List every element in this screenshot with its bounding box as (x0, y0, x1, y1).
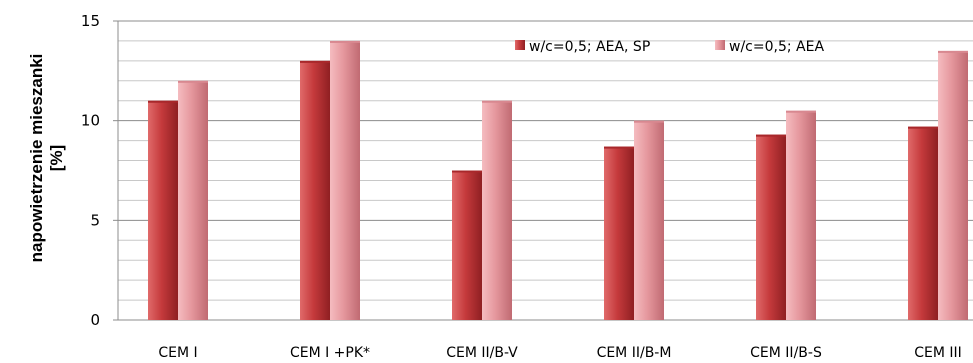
y-tick-label: 15 (81, 12, 100, 30)
bar (178, 80, 208, 320)
bar-top (482, 100, 512, 103)
legend-swatch (515, 40, 525, 50)
bar (300, 60, 330, 320)
legend-label: w/c=0,5; AEA (729, 39, 824, 55)
bar-top (938, 50, 968, 53)
gridlines (118, 20, 973, 321)
legend-swatch (715, 40, 725, 50)
x-tick-label: CEM I (158, 345, 197, 361)
y-axis-title-line: [%] (47, 145, 66, 171)
bar (330, 40, 360, 320)
x-tick-label: CEM I +PK* (290, 345, 370, 361)
y-tick-label: 10 (81, 112, 100, 130)
legend: w/c=0,5; AEA, SP w/c=0,5; AEA (515, 39, 824, 55)
y-tick-label: 0 (90, 311, 100, 329)
bar (482, 100, 512, 320)
x-tick-label: CEM II/B-V (446, 345, 518, 361)
bar-top (908, 126, 938, 129)
y-tick-label: 5 (90, 211, 100, 229)
axis-labels: CEM I CEM I +PK* CEM II/B-V CEM II/B-M CEM I… (27, 54, 962, 361)
bar-top (330, 40, 360, 43)
bar (604, 146, 634, 320)
y-axis-title: napowietrzenie mieszanki[%] (27, 54, 66, 263)
bar-top (452, 170, 482, 173)
bar-top (148, 100, 178, 103)
bar-top (634, 120, 664, 123)
bar (452, 170, 482, 320)
x-tick-label: CEM II/B-S (750, 345, 822, 361)
bar-top (756, 134, 786, 137)
x-tick-label: CEM II/B-M (597, 345, 672, 361)
axes: 0 5 10 15 (81, 12, 973, 329)
bar-top (604, 146, 634, 149)
bar (908, 126, 938, 320)
bar-top (178, 80, 208, 83)
bars (148, 40, 968, 321)
bar (786, 110, 816, 320)
bar (634, 120, 664, 321)
bar (148, 100, 178, 320)
bar-top (300, 60, 330, 63)
x-tick-label: CEM III (914, 345, 962, 361)
bar-top (786, 110, 816, 113)
bar (756, 134, 786, 320)
legend-label: w/c=0,5; AEA, SP (529, 39, 650, 55)
y-axis-title-line: napowietrzenie mieszanki (27, 54, 46, 263)
bar (938, 50, 968, 321)
